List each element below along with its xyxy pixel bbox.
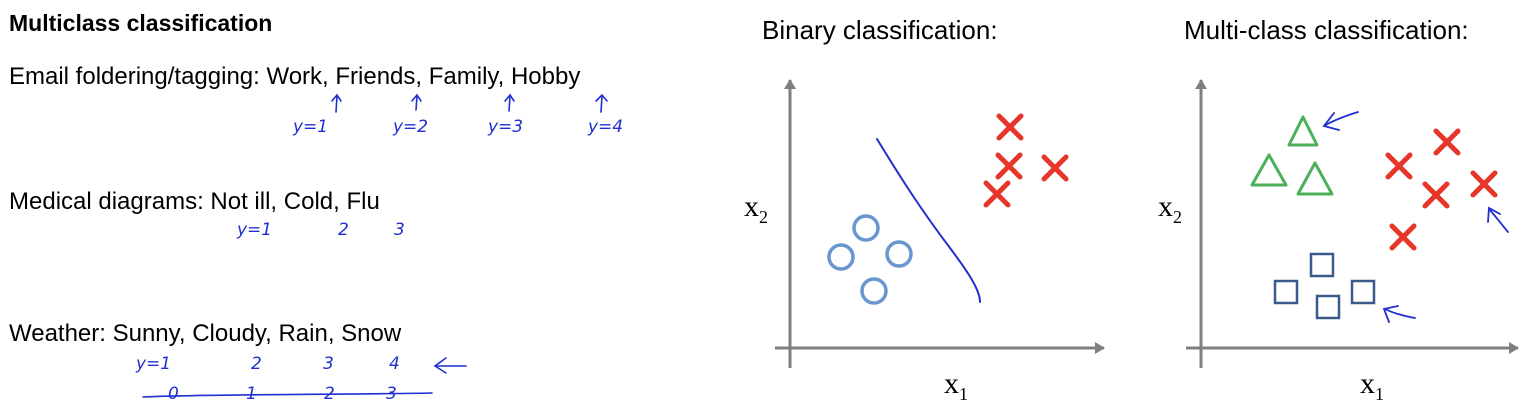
- up-arrow-icon: [331, 93, 342, 113]
- annotation-medical-3: 3: [394, 220, 405, 240]
- class-1-points: [1250, 115, 1334, 196]
- binary-axes: [775, 79, 1105, 368]
- circle-marker: [852, 214, 880, 242]
- annotation-weather-3: 3: [323, 354, 334, 374]
- x-marker: [1433, 128, 1461, 156]
- square-marker: [1309, 252, 1335, 278]
- example-medical: Medical diagrams: Not ill, Cold, Flu: [9, 188, 380, 215]
- example-email: Email foldering/tagging: Work, Friends, …: [9, 63, 581, 90]
- annotation-email-1: y=1: [293, 117, 329, 137]
- x-marker: [995, 152, 1023, 180]
- x-marker: [1470, 170, 1498, 198]
- x-marker: [983, 180, 1011, 208]
- class-2-points: [1385, 128, 1498, 251]
- decision-boundary: [876, 138, 981, 303]
- triangle-marker: [1296, 161, 1334, 196]
- binary-x-axis-label: x1: [944, 367, 968, 404]
- x-marker: [1385, 152, 1413, 180]
- arrow-icon: [1322, 111, 1359, 131]
- multiclass-plot-title: Multi-class classification:: [1184, 15, 1469, 45]
- negative-class-points: [827, 214, 913, 305]
- example-weather: Weather: Sunny, Cloudy, Rain, Snow: [9, 320, 402, 347]
- up-arrow-icon: [411, 93, 422, 111]
- positive-class-points: [983, 113, 1069, 208]
- circle-marker: [860, 277, 888, 305]
- circle-marker: [885, 240, 913, 268]
- square-marker: [1315, 294, 1341, 320]
- multiclass-x-axis-label: x1: [1360, 367, 1384, 404]
- circle-marker: [827, 243, 855, 271]
- annotation-weather-4: 4: [389, 354, 400, 374]
- annotation-medical-1: y=1: [237, 220, 273, 240]
- triangle-marker: [1287, 115, 1319, 147]
- weather-annotations: [142, 357, 467, 398]
- binary-y-axis-label: x2: [744, 190, 768, 227]
- annotation-weather-1: y=1: [136, 354, 172, 374]
- annotation-email-3: y=3: [488, 117, 524, 137]
- x-marker: [1389, 223, 1417, 251]
- x-marker: [996, 113, 1024, 141]
- square-marker: [1273, 279, 1299, 305]
- left-arrow-icon: [433, 357, 467, 374]
- annotation-email-2: y=2: [393, 117, 429, 137]
- up-arrow-icon: [595, 93, 608, 113]
- annotation-weather-2: 2: [251, 354, 262, 374]
- index-weather-1: 1: [246, 384, 257, 404]
- arrow-icon: [1487, 206, 1509, 233]
- up-arrow-icon: [504, 93, 515, 112]
- multiclass-axes: [1186, 79, 1519, 368]
- annotation-medical-2: 2: [338, 220, 349, 240]
- square-marker: [1350, 279, 1376, 305]
- annotation-email-4: y=4: [588, 117, 624, 137]
- arrow-icon: [1382, 305, 1416, 323]
- x-marker: [1422, 181, 1450, 209]
- email-annotation-arrows: [331, 93, 608, 113]
- index-weather-0: 0: [168, 384, 179, 404]
- multiclass-y-axis-label: x2: [1158, 190, 1182, 227]
- triangle-marker: [1250, 153, 1288, 187]
- x-marker: [1041, 154, 1069, 182]
- number-line: [142, 392, 433, 398]
- class-pointer-arrows: [1322, 111, 1509, 323]
- class-3-points: [1273, 252, 1376, 320]
- binary-plot-title: Binary classification:: [762, 15, 998, 45]
- section-title: Multiclass classification: [9, 10, 273, 36]
